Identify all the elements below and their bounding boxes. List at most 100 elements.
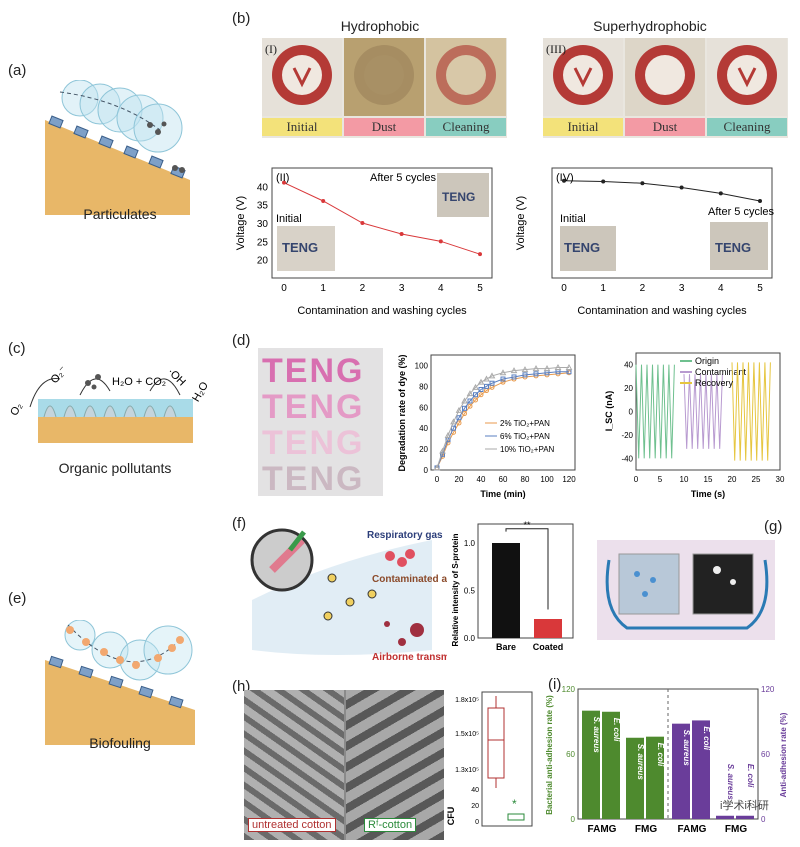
label-after: After 5 cycles — [708, 206, 775, 218]
particulates-illustration — [45, 80, 190, 215]
data-point — [455, 406, 463, 413]
series-line — [563, 180, 761, 202]
y-tick: 25 — [257, 237, 269, 248]
data-point — [466, 390, 474, 397]
data-point — [450, 418, 457, 425]
data-point — [565, 364, 573, 371]
teng-photo-initial — [560, 226, 616, 271]
bar-label: S. aureus — [592, 717, 601, 754]
superhydrophobic-photos: Initial Dust Cleaning (III) — [543, 38, 788, 138]
y-tick: 40 — [471, 787, 479, 794]
dust-photo — [625, 38, 705, 116]
plot-frame — [551, 167, 773, 279]
y-tick: 20 — [471, 803, 479, 810]
hydroxyl-label: ·OH — [165, 366, 188, 389]
data-point — [478, 387, 484, 392]
x-tick: 25 — [752, 475, 761, 484]
data-point — [461, 397, 468, 404]
products-label: H₂O + CO₂ — [112, 376, 166, 388]
bar — [736, 815, 754, 819]
data-point — [510, 367, 518, 374]
significance-label: ** — [523, 520, 531, 530]
y-tick: 0 — [571, 815, 576, 824]
data-point — [532, 365, 540, 372]
y-tick: 120 — [761, 685, 775, 694]
data-point — [467, 403, 473, 409]
initial-photo — [543, 38, 623, 116]
data-point — [472, 383, 479, 390]
y-tick: 20 — [419, 445, 428, 454]
band-dust: Dust — [625, 118, 705, 136]
teng-stage-3: TENG — [262, 424, 365, 462]
teng-text: TENG — [564, 240, 600, 255]
data-point — [543, 365, 551, 372]
teng-stage-4: TENG — [262, 460, 365, 498]
bar-label: S. aureus — [726, 764, 735, 801]
plot-frame — [271, 167, 493, 279]
teng-dye-photos: TENG TENG TENG TENG — [258, 348, 383, 498]
group-label: FAMG — [588, 824, 617, 835]
y-tick: 1.8x10⁵ — [455, 697, 479, 704]
label-airborne-transmission: Airborne transmission — [372, 652, 447, 663]
y-axis-title-left: Bacterial anti-adhesion rate (%) — [545, 695, 554, 815]
bar-label: E. coli — [746, 764, 755, 788]
sub-label-I: (I) — [265, 42, 277, 56]
bar — [672, 723, 690, 819]
group-label: FAMG — [678, 824, 707, 835]
x-tick: 0 — [561, 283, 567, 294]
data-point — [533, 371, 539, 377]
sem-rf — [346, 690, 444, 840]
organic-pollutants-illustration: O₂ O₂⁻ H₂O + CO₂ ·OH H₂O — [10, 364, 211, 443]
mask-illustration: Respiratory gas Contaminated aerosol Air… — [250, 528, 447, 663]
data-point — [499, 369, 507, 376]
y-axis-title: Relative intensity of S-protein — [451, 533, 460, 646]
band-cleaning: Cleaning — [707, 118, 787, 136]
y-tick: 60 — [566, 750, 575, 759]
y-tick: 1.3x10⁵ — [455, 767, 479, 774]
x-tick: 2 — [640, 283, 646, 294]
data-point — [433, 464, 441, 471]
y-tick: 0.5 — [464, 587, 476, 596]
y-axis-title: Degradation rate of dye (%) — [397, 354, 407, 471]
x-tick: 100 — [540, 475, 554, 484]
plot-frame — [635, 352, 781, 471]
x-tick: 120 — [562, 475, 576, 484]
series-line — [731, 362, 771, 461]
y-tick: 0 — [424, 466, 429, 475]
bar-label: E. coli — [656, 743, 665, 767]
y-tick: 30 — [257, 219, 269, 230]
data-point — [640, 181, 645, 186]
initial-photo — [262, 38, 342, 116]
y-tick: 60 — [419, 403, 428, 412]
bar — [492, 543, 520, 638]
group-label: FMG — [635, 824, 657, 835]
data-point — [467, 398, 473, 404]
panel-label-i: (i) — [548, 676, 562, 693]
teng-photo-after — [437, 173, 489, 217]
legend-label: Origin — [695, 356, 719, 366]
superoxide-label: O₂⁻ — [49, 364, 70, 386]
label-contaminated-aerosol: Contaminated aerosol — [372, 574, 447, 585]
y-tick: 1.5x10⁵ — [455, 731, 479, 738]
y-axis-title-right: Anti-adhesion rate (%) — [779, 712, 788, 797]
label-untreated-cotton: untreated cotton — [248, 818, 336, 832]
x-tick: 15 — [704, 475, 713, 484]
bar-label: E. coli — [702, 726, 711, 750]
data-point — [478, 252, 482, 257]
data-point — [511, 374, 517, 380]
x-tick: 5 — [658, 475, 663, 484]
data-point — [360, 221, 365, 225]
y-tick: 1.0 — [464, 539, 476, 548]
mask-droplet-photo — [597, 540, 775, 640]
sub-label-II: (II) — [276, 172, 289, 184]
legend-label: 10% TiO₂+PAN — [500, 445, 555, 454]
caption-biofouling: Biofouling — [89, 735, 151, 751]
x-axis-title: Time (s) — [691, 489, 725, 499]
y-tick: 40 — [419, 424, 428, 433]
water-label: H₂O — [190, 380, 211, 404]
plot-frame — [430, 354, 576, 471]
data-point — [456, 415, 462, 421]
x-tick: 4 — [438, 283, 444, 294]
plot-frame — [481, 691, 533, 827]
